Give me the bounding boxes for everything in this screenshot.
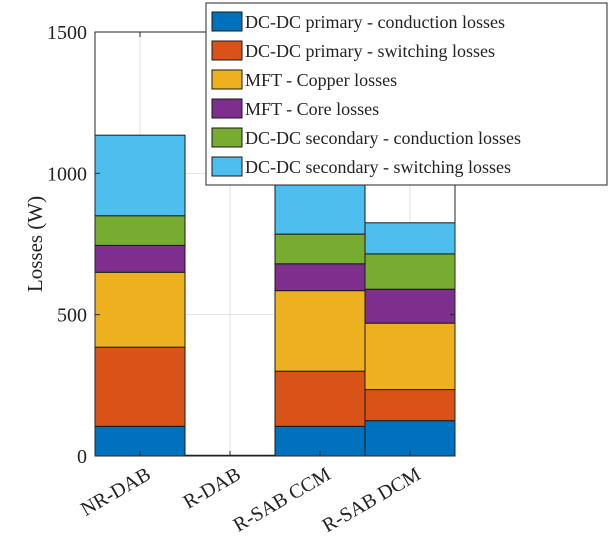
x-tick-label: NR-DAB xyxy=(77,463,154,520)
bar-segment xyxy=(274,370,366,427)
bar-segment xyxy=(364,253,456,290)
legend-swatch xyxy=(211,40,243,61)
legend-swatch xyxy=(211,156,243,177)
y-tick-label: 500 xyxy=(57,305,87,327)
bar-segment xyxy=(274,233,366,265)
bar-segment xyxy=(274,290,366,372)
legend-swatch xyxy=(211,69,243,90)
bars xyxy=(94,134,456,457)
legend-label: MFT - Core losses xyxy=(245,99,379,119)
bar-segment xyxy=(94,134,186,217)
bar-segment xyxy=(274,178,366,235)
legend-swatch xyxy=(211,11,243,32)
legend-label: DC-DC secondary - conduction losses xyxy=(245,128,521,148)
x-tick-label: R-DAB xyxy=(180,463,245,513)
legend: DC-DC primary - conduction losses DC-DC p… xyxy=(205,2,608,186)
x-tick-label: R-SAB DCM xyxy=(319,463,425,537)
legend-box xyxy=(205,2,608,186)
bar-segment xyxy=(364,322,456,391)
legend-swatch xyxy=(211,98,243,119)
legend-label: MFT - Copper losses xyxy=(245,70,397,90)
bar-segment xyxy=(364,389,456,422)
y-axis-ticks: 0 500 1000 1500 xyxy=(47,22,455,468)
legend-label: DC-DC secondary - switching losses xyxy=(245,157,511,177)
y-tick-label: 0 xyxy=(77,446,87,468)
legend-swatch xyxy=(211,127,243,148)
legend-label: DC-DC primary - conduction losses xyxy=(245,12,505,32)
bar-segment xyxy=(364,288,456,324)
bar-segment xyxy=(94,346,186,427)
bar-segment xyxy=(274,263,366,292)
y-tick-label: 1500 xyxy=(47,22,87,44)
x-tick-label: R-SAB CCM xyxy=(230,463,335,536)
bar-segment xyxy=(364,420,456,457)
y-tick-label: 1000 xyxy=(47,163,87,185)
bar-segment xyxy=(94,244,186,273)
bar-segment xyxy=(94,215,186,246)
bar-segment xyxy=(94,271,186,348)
bar-segment xyxy=(364,222,456,255)
y-axis-label: Losses (W) xyxy=(23,196,47,292)
legend-label: DC-DC primary - switching losses xyxy=(245,41,495,61)
